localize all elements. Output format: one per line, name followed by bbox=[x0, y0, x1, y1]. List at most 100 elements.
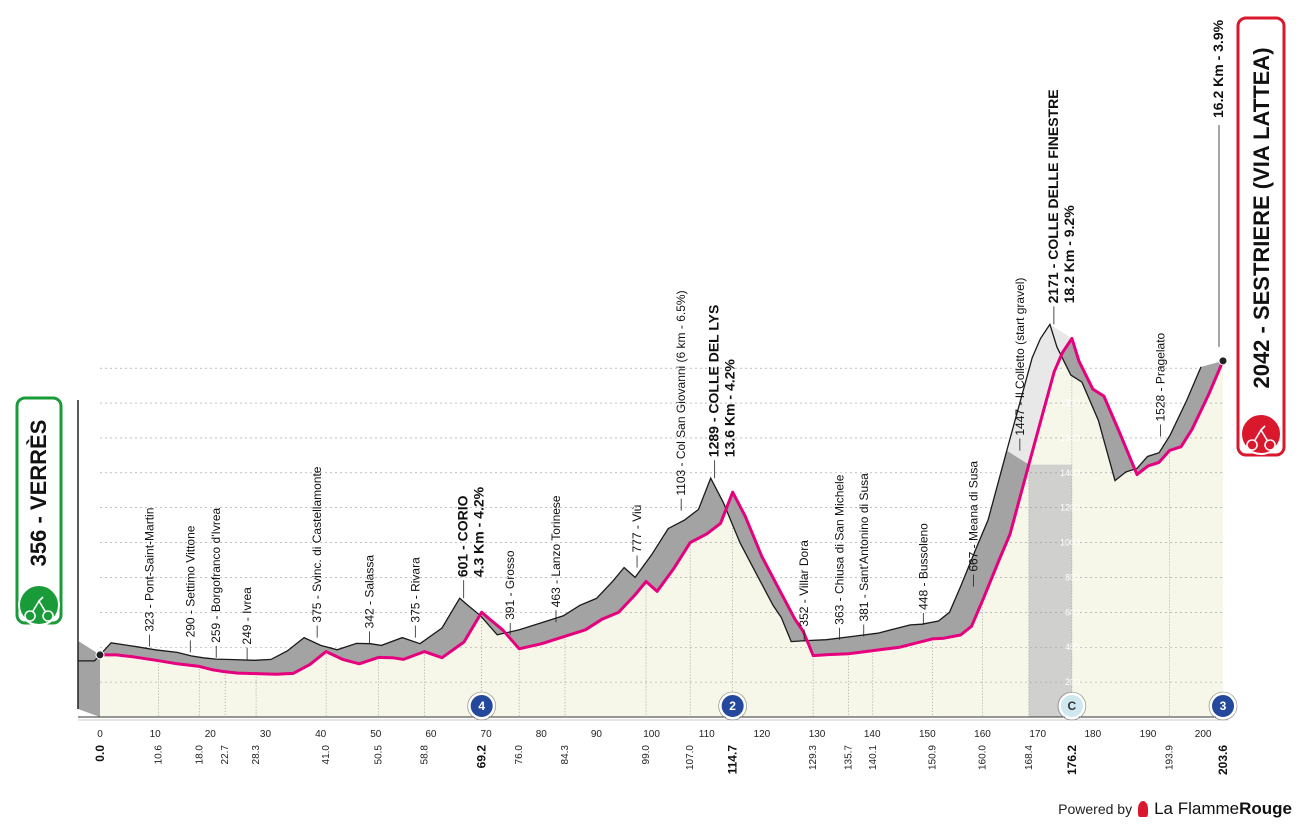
x-tick-label: 60 bbox=[425, 729, 437, 740]
x-axis-layer: 0 10 20 30 40 50 60 70 80 90 100 110 120 130 140 150 160… bbox=[78, 716, 1230, 775]
x-tick-label: 150 bbox=[919, 729, 936, 740]
waypoint-label: 290 - Settimo Vittone bbox=[183, 525, 197, 637]
badge-category-text: C bbox=[1068, 699, 1077, 713]
waypoint-label: 1528 - Pragelato bbox=[1153, 332, 1167, 421]
km-mark-label: 84.3 bbox=[560, 745, 571, 765]
km-mark-label: 176.2 bbox=[1065, 745, 1079, 775]
badge-category-text: 2 bbox=[729, 699, 736, 713]
waypoint-label: 323 - Pont-Saint-Martin bbox=[142, 508, 156, 632]
brand-name: La FlammeRouge bbox=[1154, 799, 1292, 819]
waypoint-label: 1447 - Il Colletto (start gravel) bbox=[1013, 278, 1027, 436]
climb-category-badge: 2 bbox=[718, 691, 747, 721]
brand-name-b: Rouge bbox=[1239, 799, 1292, 818]
profile-side-layer bbox=[77, 322, 1223, 717]
x-tick-label: 190 bbox=[1140, 729, 1157, 740]
badge-ring bbox=[467, 691, 496, 721]
km-mark-label: 58.8 bbox=[419, 745, 430, 765]
km-mark-label: 168.4 bbox=[1024, 745, 1035, 770]
km-mark-label: 0.0 bbox=[93, 745, 107, 762]
finish-cyclist-icon bbox=[1240, 413, 1282, 455]
km-mark-label: 28.3 bbox=[251, 745, 262, 765]
km-mark-label: 107.0 bbox=[685, 745, 696, 770]
km-mark-label: 76.0 bbox=[514, 745, 525, 765]
km-mark-label: 41.0 bbox=[321, 745, 332, 765]
km-mark-label: 18.0 bbox=[194, 745, 205, 765]
powered-by-text: Powered by bbox=[1058, 801, 1133, 817]
km-mark-label: 150.9 bbox=[927, 745, 938, 770]
x-tick-label: 0 bbox=[97, 729, 103, 740]
start-cyclist-icon bbox=[18, 584, 60, 626]
x-tick-label: 90 bbox=[591, 729, 603, 740]
profile-fill-layer bbox=[100, 338, 1223, 717]
climb-category-badge: 4 bbox=[467, 691, 496, 721]
flame-logo-icon bbox=[1138, 801, 1149, 817]
x-tick-label: 20 bbox=[205, 729, 217, 740]
finish-point bbox=[1218, 356, 1228, 366]
start-badge-text: 356 - VERRÈS bbox=[26, 420, 51, 567]
x-tick-label: 130 bbox=[809, 729, 826, 740]
profile-top-edge bbox=[78, 322, 1202, 662]
badge-category-text: 3 bbox=[1220, 699, 1227, 713]
km-mark-label: 160.0 bbox=[978, 745, 989, 770]
km-mark-label: 203.6 bbox=[1216, 745, 1230, 775]
start-badge: 356 - VERRÈS bbox=[15, 396, 63, 626]
badge-category-text: 4 bbox=[478, 699, 485, 713]
km-mark-label: 129.3 bbox=[808, 745, 819, 770]
x-tick-label: 110 bbox=[699, 729, 715, 740]
waypoint-label: 342 - Salassa bbox=[363, 555, 377, 629]
altitude-tick-label: 600 bbox=[1065, 607, 1080, 617]
gravel-side-band bbox=[1006, 324, 1072, 465]
finish-bike-glyph bbox=[1246, 425, 1276, 451]
waypoint-label: 381 - Sant'Antonino di Susa bbox=[857, 473, 871, 622]
profile-line-layer bbox=[95, 336, 1228, 676]
altitude-tick-label: 800 bbox=[1065, 572, 1080, 582]
footer-branding: Powered by La FlammeRouge bbox=[1058, 799, 1292, 819]
climb-stats: 18.2 Km - 9.2% bbox=[1061, 205, 1077, 304]
waypoint-labels-layer: 323 - Pont-Saint-Martin 290 - Settimo Vit… bbox=[142, 19, 1238, 721]
climb-category-badge: C bbox=[1057, 691, 1087, 721]
waypoint-label: 375 - Svinc. di Castellamonte bbox=[310, 466, 324, 622]
altitude-tick-label: 1000 bbox=[1060, 538, 1080, 548]
start-bike-glyph bbox=[24, 596, 54, 622]
x-tick-label: 40 bbox=[315, 729, 327, 740]
x-tick-label: 140 bbox=[864, 729, 881, 740]
climb-stats: 4.3 Km - 4.2% bbox=[471, 486, 487, 577]
climb-category-badge: 3 bbox=[1208, 691, 1238, 721]
x-tick-label: 180 bbox=[1084, 729, 1101, 740]
climb-name: 1289 - COLLE DEL LYS bbox=[706, 305, 722, 458]
km-mark-label: 99.0 bbox=[641, 745, 652, 765]
waypoint-label: 391 - Grosso bbox=[503, 550, 517, 620]
start-point bbox=[95, 650, 105, 660]
badge-ring bbox=[1057, 691, 1087, 721]
km-mark-label: 140.1 bbox=[868, 745, 879, 770]
badge-circle bbox=[468, 693, 495, 719]
badge-ring bbox=[718, 691, 747, 721]
km-mark-label: 22.7 bbox=[220, 745, 231, 765]
x-tick-label: 70 bbox=[481, 729, 493, 740]
x-tick-label: 100 bbox=[643, 729, 660, 740]
finish-badge-text: 2042 - SESTRIERE (VIA LATTEA) bbox=[1249, 47, 1274, 388]
waypoint-label: 249 - Ivrea bbox=[240, 587, 254, 645]
finish-badge: 2042 - SESTRIERE (VIA LATTEA) bbox=[1236, 16, 1286, 457]
x-tick-label: 30 bbox=[260, 729, 272, 740]
km-mark-label: 69.2 bbox=[475, 745, 489, 769]
badge-circle bbox=[719, 693, 746, 719]
waypoint-label: 375 - Rivara bbox=[408, 557, 422, 623]
badge-circle bbox=[1210, 693, 1236, 719]
waypoint-label: 259 - Borgofranco d'Ivrea bbox=[209, 507, 223, 642]
x-tick-label: 200 bbox=[1195, 729, 1212, 740]
waypoint-label: 463 - Lanzo Torinese bbox=[549, 495, 563, 607]
altitude-tick-label: 1200 bbox=[1060, 503, 1080, 513]
x-tick-label: 50 bbox=[370, 729, 382, 740]
climb-name: 2171 - COLLE DELLE FINESTRE bbox=[1045, 89, 1061, 303]
climb-name: 601 - CORIO bbox=[455, 495, 471, 577]
badge-ring bbox=[1208, 691, 1238, 721]
waypoint-label: 363 - Chiusa di San Michele bbox=[832, 474, 846, 624]
waypoint-label: 448 - Bussoleno bbox=[916, 523, 930, 610]
brand-name-a: La Flamme bbox=[1154, 799, 1240, 818]
x-tick-label: 10 bbox=[150, 729, 162, 740]
start-finish-badges: 356 - VERRÈS 2042 - SESTRIERE (VIA LATTEA… bbox=[15, 16, 1286, 626]
profile-line bbox=[100, 336, 1225, 676]
altitude-tick-label: 1400 bbox=[1060, 468, 1080, 478]
km-mark-label: 10.6 bbox=[153, 745, 164, 765]
